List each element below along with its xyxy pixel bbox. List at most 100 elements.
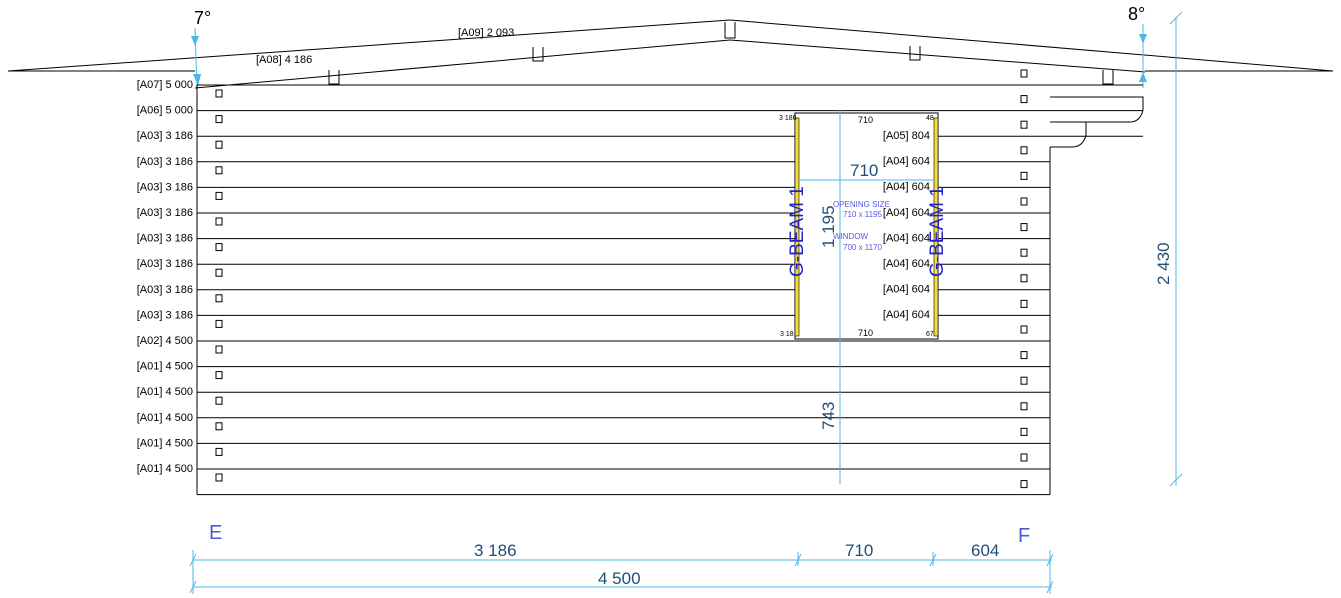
log-label-left: [A02] 4 500 <box>137 335 193 347</box>
dowel-marker-left <box>215 140 223 149</box>
window-sill-dim: 743 <box>819 402 838 430</box>
log-label-left: [A03] 3 186 <box>137 233 193 245</box>
window-size-label: WINDOW <box>833 232 869 241</box>
roof <box>7 19 1334 89</box>
left-g-beam-label: G-BEAM 1 <box>787 186 808 277</box>
log-label-left: [A01] 4 500 <box>137 386 193 398</box>
dowel-marker-right <box>1020 223 1028 232</box>
overhang-top-log <box>1050 96 1144 123</box>
bottom-dim-seg3: 604 <box>971 541 999 560</box>
log-label-window: [A04] 604 <box>883 258 930 270</box>
dowel-marker-right <box>1020 325 1028 334</box>
log-label-window: [A04] 604 <box>883 181 930 193</box>
log-label-window: [A04] 604 <box>883 284 930 296</box>
dowel-marker-right <box>1020 171 1028 180</box>
window-frame <box>794 112 939 340</box>
purlin-notches <box>328 22 1114 85</box>
dowel-marker-right <box>1020 248 1028 257</box>
right-beam-strip <box>933 117 939 337</box>
log-label-left: [A06] 5 000 <box>137 105 193 117</box>
log-label-left: [A01] 4 500 <box>137 463 193 475</box>
log-label-left: [A03] 3 186 <box>137 284 193 296</box>
log-label-window: [A04] 604 <box>883 232 930 244</box>
log-label-window: [A05] 804 <box>883 130 930 142</box>
right-angle-label: 8° <box>1128 4 1145 24</box>
opening-size-label: OPENING SIZE <box>833 200 890 209</box>
total-height-dimension: 2 430 <box>1154 11 1183 487</box>
roof-left-bottom-line <box>194 39 731 89</box>
window-top-left-small: 3 186 <box>779 115 797 122</box>
dowel-marker-left <box>215 217 223 226</box>
corner-label-left: E <box>209 522 222 544</box>
log-label-left: [A03] 3 186 <box>137 207 193 219</box>
log-label-left: [A03] 3 186 <box>137 156 193 168</box>
dowel-marker-left <box>215 345 223 354</box>
log-label-left: [A07] 5 000 <box>137 79 193 91</box>
roof-left-top-line <box>7 19 731 72</box>
dowel-marker-left <box>215 473 223 482</box>
dowel-marker-left <box>215 396 223 405</box>
window-bottom-right-small: 67 <box>926 331 934 338</box>
dowel-marker-left <box>215 89 223 98</box>
window-size-value: 700 x 1170 <box>843 243 883 252</box>
log-label-window: [A04] 604 <box>883 207 930 219</box>
dowel-marker-left <box>215 268 223 277</box>
dowel-marker-right <box>1020 453 1028 462</box>
dowel-marker-right <box>1020 197 1028 206</box>
total-height-tick-bottom <box>1169 473 1183 487</box>
left-angle-arrow-bottom <box>193 74 201 86</box>
bottom-dimensions: 3 186 710 604 4 500 <box>189 541 1054 594</box>
log-label-left: [A01] 4 500 <box>137 361 193 373</box>
dim-slash-ticks <box>189 553 1054 594</box>
right-g-beam-label: G-BEAM 1 <box>927 186 948 277</box>
log-label-window: [A04] 604 <box>883 156 930 168</box>
left-beam-strip <box>794 117 800 337</box>
dowel-marker-left <box>215 243 223 252</box>
bottom-dim-seg1: 3 186 <box>474 541 517 560</box>
dowel-marker-right <box>1020 146 1028 155</box>
log-label-left: [A01] 4 500 <box>137 412 193 424</box>
right-angle-arrow-top <box>1139 34 1147 44</box>
roof-label-a08: [A08] 4 186 <box>256 54 312 66</box>
log-label-left: [A03] 3 186 <box>137 181 193 193</box>
dowel-marker-left <box>215 191 223 200</box>
dowel-marker-right <box>1020 376 1028 385</box>
log-label-left: [A03] 3 186 <box>137 130 193 142</box>
log-label-left: [A01] 4 500 <box>137 437 193 449</box>
dowel-marker-left <box>215 447 223 456</box>
dowel-marker-right <box>1020 299 1028 308</box>
dowel-marker-right <box>1020 69 1028 78</box>
dowel-marker-left <box>215 371 223 380</box>
dowel-marker-left <box>215 319 223 328</box>
roof-right-top-line <box>729 19 1334 72</box>
opening-size-value: 710 x 1195 <box>843 210 883 219</box>
angle-markers: 7° 8° <box>191 4 1147 89</box>
total-height-tick-top <box>1169 11 1183 25</box>
window-opening: 3 186 48 710 3 18 67 710 [A05] 804 [A04] … <box>779 110 948 484</box>
window-inner-width-dim: 710 <box>850 161 878 180</box>
log-label-window: [A04] 604 <box>883 309 930 321</box>
dowel-marker-left <box>215 422 223 431</box>
window-right-logs: [A05] 804 [A04] 604 [A04] 604 [A04] 604 [A04… <box>883 130 930 321</box>
dowel-marker-right <box>1020 480 1028 489</box>
log-label-left: [A03] 3 186 <box>137 258 193 270</box>
window-bottom-width: 710 <box>858 328 873 338</box>
overhang-second-log <box>1050 121 1087 148</box>
corner-label-right: F <box>1018 525 1030 547</box>
bottom-dim-total: 4 500 <box>598 569 641 588</box>
right-angle-arrow-bottom <box>1139 72 1147 82</box>
dowel-marker-right <box>1020 274 1028 283</box>
bottom-dim-seg2: 710 <box>845 541 873 560</box>
dowel-marker-right <box>1020 120 1028 129</box>
window-top-width: 710 <box>858 115 873 125</box>
log-label-left: [A03] 3 186 <box>137 309 193 321</box>
dowel-marker-right <box>1020 402 1028 411</box>
window-top-right-small: 48 <box>926 115 934 122</box>
dowel-marker-left <box>215 115 223 124</box>
window-height-dim: 1 195 <box>819 205 838 248</box>
dowel-marker-left <box>215 294 223 303</box>
roof-label-a09: [A09] 2 093 <box>458 27 514 39</box>
left-angle-arrow-top <box>191 36 199 46</box>
left-angle-label: 7° <box>194 8 211 28</box>
